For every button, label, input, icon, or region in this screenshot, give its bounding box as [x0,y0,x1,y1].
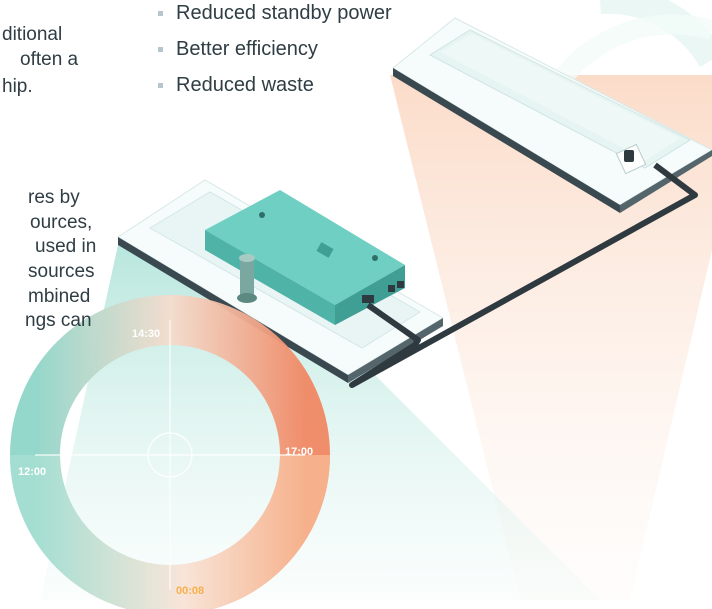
text-fragment: sources [28,261,95,282]
ring-label-top: 14:30 [132,328,160,340]
benefit-item: Reduced standby power [150,0,392,36]
timer-ring: 14:30 17:00 12:00 00:08 [10,295,330,609]
power-supply-device-icon [205,190,405,325]
ring-label-bottom: 00:08 [176,585,204,597]
text-fragment: ditional [2,24,63,45]
decorative-arc [600,0,712,68]
text-fragment: mbined [28,286,91,307]
text-fragment: ources, [30,212,93,233]
benefit-label: Reduced waste [176,74,314,96]
light-beam-peach [390,75,712,600]
led-panel-icon [392,17,712,213]
benefits-list: Reduced standby power Better efficiency … [150,0,392,108]
text-fragment: used in [35,236,97,257]
benefit-item: Better efficiency [150,36,392,72]
text-fragment: hip. [2,76,33,97]
ring-label-right: 17:00 [285,446,313,458]
text-fragment: often a [20,49,79,70]
benefit-item: Reduced waste [150,72,392,108]
text-fragment: ngs can [25,310,92,331]
ring-label-left: 12:00 [18,466,46,478]
benefit-label: Reduced standby power [176,2,392,24]
text-fragment: res by [28,187,80,208]
cable-icon [349,162,698,388]
benefit-label: Better efficiency [176,38,318,60]
